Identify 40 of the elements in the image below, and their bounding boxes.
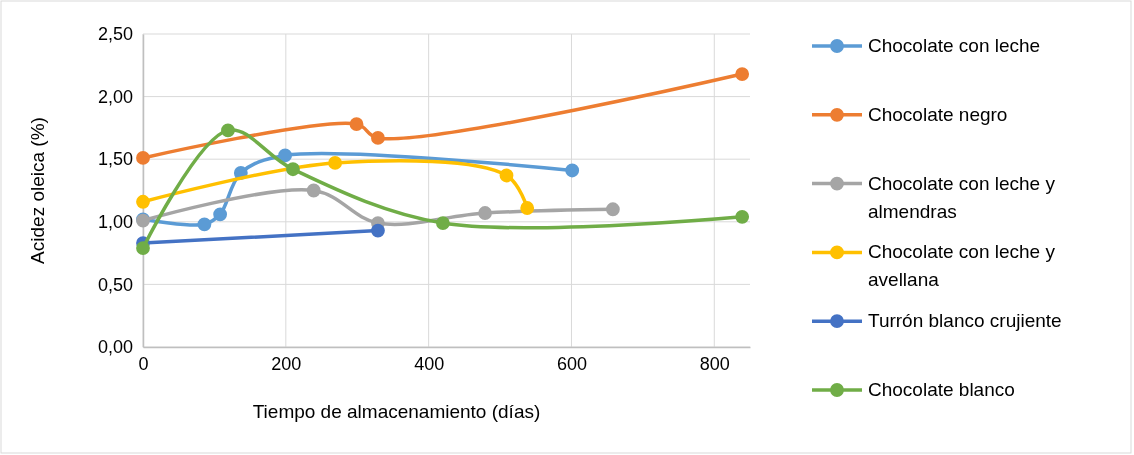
point (278, 148, 293, 163)
y-axis-title: Acidez oleica (%) (27, 117, 48, 264)
y-tick-label: 0,50 (97, 274, 133, 295)
y-tick-label: 0,00 (97, 337, 133, 358)
point (735, 209, 750, 224)
point (520, 201, 535, 215)
point (286, 162, 300, 177)
point (221, 123, 235, 138)
y-tick-label: 2,50 (97, 24, 133, 45)
point (213, 207, 228, 222)
point (197, 217, 212, 232)
legend-label: Chocolate blanco (868, 379, 1015, 400)
point (371, 223, 385, 238)
y-tick-label: 1,00 (97, 212, 133, 233)
point (735, 67, 750, 81)
x-tick-label: 600 (556, 353, 587, 374)
point (436, 216, 450, 230)
x-tick-label: 800 (699, 353, 730, 374)
legend-label: Chocolate negro (868, 103, 1008, 125)
point (478, 206, 492, 220)
point (605, 202, 620, 217)
point (499, 168, 514, 183)
point (136, 151, 150, 165)
point (328, 156, 343, 170)
point (349, 117, 364, 132)
y-tick-label: 1,50 (97, 149, 133, 170)
point (565, 163, 580, 178)
x-tick-label: 200 (271, 353, 302, 374)
legend-label: Chocolate con leche y avellana (868, 241, 1056, 291)
x-axis-title: Tiempo de almacenamiento (días) (252, 401, 541, 422)
point (136, 241, 150, 255)
x-tick-label: 400 (414, 353, 445, 374)
point (371, 131, 385, 145)
point (306, 183, 321, 198)
point (136, 194, 150, 209)
legend-label: Turrón blanco crujiente (868, 310, 1062, 332)
x-tick-label: 0 (138, 353, 149, 374)
y-tick-label: 2,00 (97, 86, 133, 107)
legend-label: Chocolate con leche (868, 35, 1041, 56)
legend-label: Chocolate con leche y almendras (868, 172, 1056, 222)
